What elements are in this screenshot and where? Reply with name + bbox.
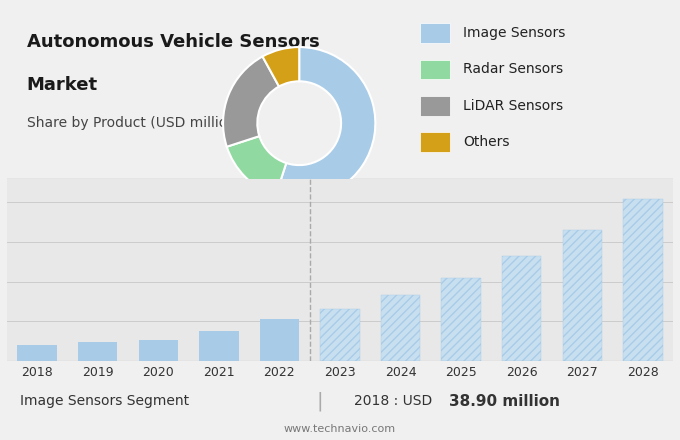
Text: Image Sensors: Image Sensors [463, 26, 566, 40]
FancyBboxPatch shape [420, 59, 450, 79]
Bar [260, 319, 299, 361]
Wedge shape [262, 47, 299, 87]
Bar [624, 198, 662, 361]
Wedge shape [223, 56, 279, 147]
Text: Share by Product (USD million): Share by Product (USD million) [27, 116, 241, 130]
Wedge shape [226, 136, 286, 196]
Text: 38.90 million: 38.90 million [449, 394, 560, 409]
Bar [381, 296, 420, 361]
FancyBboxPatch shape [420, 23, 450, 43]
Text: |: | [316, 392, 323, 411]
Bar [199, 331, 239, 361]
Text: Others: Others [463, 136, 510, 149]
Wedge shape [275, 47, 375, 199]
Text: www.technavio.com: www.technavio.com [284, 424, 396, 434]
Bar [562, 230, 602, 361]
Bar [78, 342, 118, 361]
Text: Market: Market [27, 76, 98, 94]
Bar [139, 340, 178, 361]
Bar [441, 278, 481, 361]
Text: Radar Sensors: Radar Sensors [463, 62, 564, 77]
FancyBboxPatch shape [420, 132, 450, 152]
FancyBboxPatch shape [420, 96, 450, 116]
Text: LiDAR Sensors: LiDAR Sensors [463, 99, 564, 113]
Text: 2018 : USD: 2018 : USD [354, 394, 437, 408]
Bar [320, 309, 360, 361]
Text: Autonomous Vehicle Sensors: Autonomous Vehicle Sensors [27, 33, 320, 51]
Bar [18, 345, 57, 361]
Bar [502, 256, 541, 361]
Text: Image Sensors Segment: Image Sensors Segment [20, 394, 190, 408]
